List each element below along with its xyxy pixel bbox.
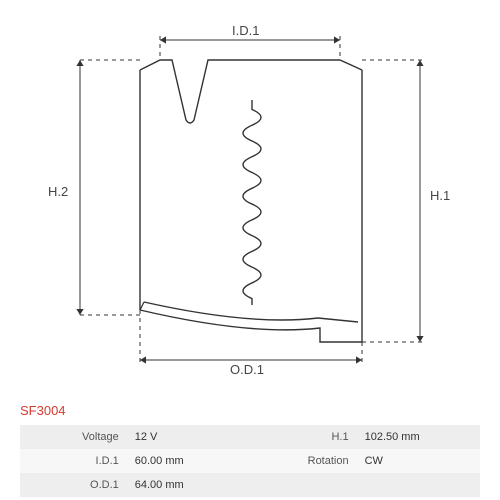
spec-row: Voltage12 VH.1102.50 mm (20, 425, 480, 449)
spec-key (249, 473, 356, 497)
spec-value: 64.00 mm (127, 473, 249, 497)
spec-key: O.D.1 (20, 473, 127, 497)
spec-key: H.1 (249, 425, 356, 449)
part-number: SF3004 (20, 403, 66, 418)
label-h2: H.2 (48, 184, 68, 199)
spec-value: CW (357, 449, 480, 473)
label-id1: I.D.1 (232, 23, 259, 38)
label-od1: O.D.1 (230, 362, 264, 377)
spec-value (357, 473, 480, 497)
spec-row: I.D.160.00 mmRotationCW (20, 449, 480, 473)
spec-value: 60.00 mm (127, 449, 249, 473)
spec-table: Voltage12 VH.1102.50 mmI.D.160.00 mmRota… (20, 425, 480, 497)
spec-value: 12 V (127, 425, 249, 449)
label-h1: H.1 (430, 188, 450, 203)
spec-key: Voltage (20, 425, 127, 449)
spec-row: O.D.164.00 mm (20, 473, 480, 497)
spec-key: Rotation (249, 449, 356, 473)
spec-key: I.D.1 (20, 449, 127, 473)
spec-value: 102.50 mm (357, 425, 480, 449)
drawing-sheet: I.D.1 O.D.1 H.1 H.2 SF3004 Voltage12 VH.… (0, 0, 500, 500)
part-drawing (0, 0, 500, 400)
